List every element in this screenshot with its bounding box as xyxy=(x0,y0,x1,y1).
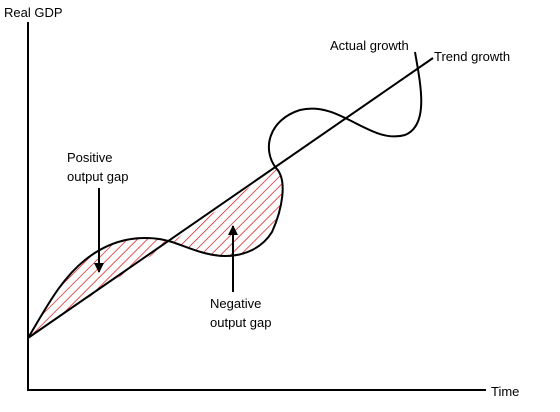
negative-gap-label-line1: Negative xyxy=(210,296,261,311)
negative-gap-region xyxy=(172,168,283,256)
trend-growth-label: Trend growth xyxy=(434,49,510,64)
trend-growth-line xyxy=(27,57,434,339)
y-axis-label: Real GDP xyxy=(4,5,63,20)
positive-gap-label-line1: Positive xyxy=(67,150,113,165)
positive-gap-label-line2: output gap xyxy=(67,169,128,184)
actual-growth-curve xyxy=(27,51,423,339)
actual-growth-label: Actual growth xyxy=(330,38,409,53)
x-axis-label: Time xyxy=(491,384,519,399)
negative-gap-label-line2: output gap xyxy=(210,315,271,330)
